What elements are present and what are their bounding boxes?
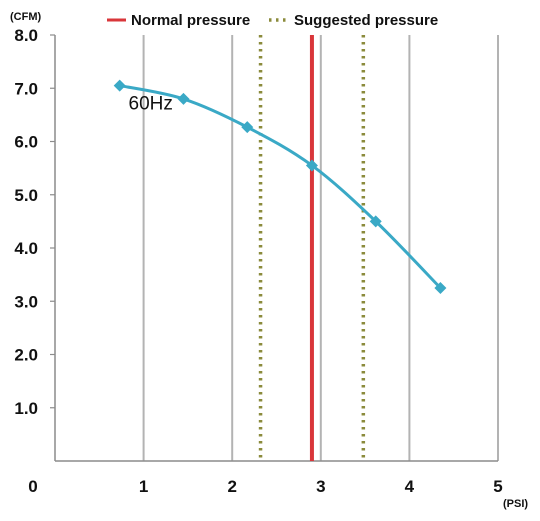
x-tick-label: 5	[493, 477, 502, 496]
grid-lines	[142, 35, 499, 461]
tick-labels: 1.0 2.0 3.0 4.0 5.0 6.0 7.0 8.0 0 1 2 3 4 5 (CFM) (PSI)	[10, 11, 528, 510]
legend-label-normal: Normal pressure	[131, 12, 250, 29]
frequency-annotation: 60Hz	[129, 94, 173, 115]
series-line	[118, 84, 442, 290]
x-tick-label: 0	[28, 477, 37, 496]
y-tick-label: 3.0	[14, 292, 38, 311]
y-tick-label: 2.0	[14, 346, 38, 365]
data-point	[241, 121, 254, 134]
y-tick-label: 1.0	[14, 399, 38, 418]
y-tick-label: 5.0	[14, 186, 38, 205]
annotations: 60Hz	[129, 94, 173, 115]
data-point	[305, 159, 318, 172]
y-axis-unit-label: (CFM)	[10, 11, 41, 23]
legend-label-suggested: Suggested pressure	[294, 12, 438, 29]
data-point	[369, 215, 382, 228]
data-point	[177, 92, 190, 105]
data-point	[434, 281, 447, 294]
x-tick-label: 4	[405, 477, 415, 496]
legend: Normal pressure Suggested pressure	[107, 12, 438, 29]
x-axis-unit-label: (PSI)	[503, 498, 528, 510]
data-series	[113, 79, 447, 294]
y-tick-label: 6.0	[14, 133, 38, 152]
x-tick-label: 1	[139, 477, 148, 496]
y-tick-label: 4.0	[14, 239, 38, 258]
y-tick-label: 8.0	[14, 26, 38, 45]
x-tick-label: 3	[316, 477, 325, 496]
y-tick-label: 7.0	[14, 79, 38, 98]
data-point	[113, 79, 126, 92]
x-tick-label: 2	[227, 477, 236, 496]
axes	[50, 34, 498, 462]
reference-lines	[258, 35, 366, 461]
